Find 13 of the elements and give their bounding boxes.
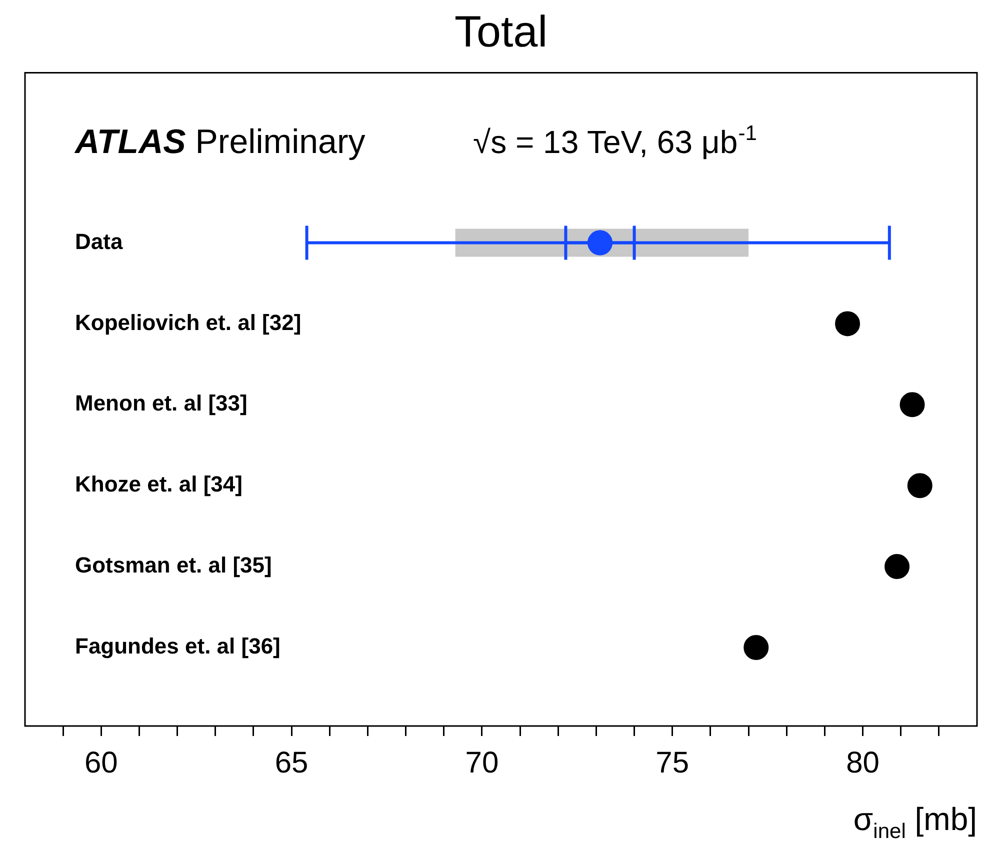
chart-title: Total: [454, 8, 548, 57]
y-tick-label: Khoze et. al [34]: [75, 472, 242, 497]
y-tick-label: Data: [75, 228, 124, 254]
x-tick-label: 65: [274, 746, 308, 780]
y-tick-label: Gotsman et. al [35]: [75, 552, 272, 578]
y-tick-label: Kopeliovich et. al [32]: [75, 310, 302, 335]
x-tick-label: 70: [465, 746, 499, 780]
text: ATLAS Preliminary: [74, 122, 366, 161]
x-tick-label: 60: [84, 746, 118, 780]
x-tick-label: 75: [656, 746, 690, 780]
y-tick-label: Fagundes et. al [36]: [75, 634, 280, 659]
x-tick-label: 80: [846, 746, 880, 780]
y-tick-label: Menon et. al [33]: [75, 390, 248, 416]
